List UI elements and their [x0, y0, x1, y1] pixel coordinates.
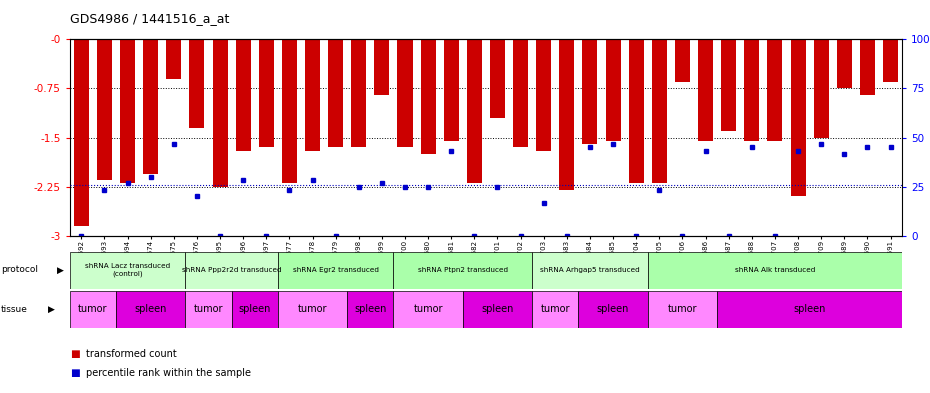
Bar [490, 39, 505, 118]
Text: tumor: tumor [413, 305, 443, 314]
Text: shRNA Lacz transduced
(control): shRNA Lacz transduced (control) [85, 263, 170, 277]
Bar [790, 39, 805, 197]
Bar [629, 39, 644, 184]
Bar [397, 39, 413, 147]
Text: tumor: tumor [540, 305, 570, 314]
Bar [232, 291, 278, 328]
Bar [97, 39, 112, 180]
Text: spleen: spleen [793, 305, 826, 314]
Bar [537, 39, 551, 151]
Text: GDS4986 / 1441516_a_at: GDS4986 / 1441516_a_at [70, 12, 229, 25]
Bar [70, 252, 185, 289]
Bar [648, 291, 717, 328]
Bar [721, 39, 737, 131]
Text: percentile rank within the sample: percentile rank within the sample [86, 368, 251, 378]
Bar [605, 39, 620, 141]
Bar [883, 39, 898, 82]
Bar [278, 291, 347, 328]
Bar [582, 39, 597, 144]
Bar [420, 39, 435, 154]
Bar [463, 291, 532, 328]
Bar [116, 291, 185, 328]
Bar [559, 39, 575, 190]
Bar [347, 291, 393, 328]
Text: shRNA Arhgap5 transduced: shRNA Arhgap5 transduced [540, 267, 640, 273]
Text: ▶: ▶ [57, 266, 63, 274]
Bar [73, 39, 89, 226]
Text: shRNA Ppp2r2d transduced: shRNA Ppp2r2d transduced [181, 267, 282, 273]
Bar [375, 39, 390, 95]
Text: tumor: tumor [668, 305, 698, 314]
Text: spleen: spleen [597, 305, 630, 314]
Bar [143, 39, 158, 174]
Text: tissue: tissue [1, 305, 28, 314]
Bar [744, 39, 759, 141]
Bar [166, 39, 181, 79]
Bar [393, 291, 463, 328]
Text: tumor: tumor [298, 305, 327, 314]
Bar [185, 291, 232, 328]
Bar [259, 39, 273, 147]
Text: tumor: tumor [193, 305, 223, 314]
Bar [698, 39, 713, 141]
Bar [513, 39, 528, 147]
Bar [648, 252, 902, 289]
Bar [185, 252, 278, 289]
Bar [652, 39, 667, 184]
Text: tumor: tumor [78, 305, 108, 314]
Bar [328, 39, 343, 147]
Text: transformed count: transformed count [86, 349, 178, 359]
Bar [278, 252, 393, 289]
Text: shRNA Egr2 transduced: shRNA Egr2 transduced [293, 267, 379, 273]
Bar [837, 39, 852, 88]
Bar [767, 39, 782, 141]
Bar [235, 39, 251, 151]
Text: spleen: spleen [482, 305, 513, 314]
Bar [190, 39, 205, 128]
Text: spleen: spleen [354, 305, 387, 314]
Text: ■: ■ [70, 349, 79, 359]
Text: shRNA Alk transduced: shRNA Alk transduced [735, 267, 815, 273]
Bar [467, 39, 482, 184]
Bar [860, 39, 875, 95]
Bar [393, 252, 532, 289]
Bar [578, 291, 648, 328]
Text: ■: ■ [70, 368, 79, 378]
Text: spleen: spleen [238, 305, 271, 314]
Bar [717, 291, 902, 328]
Text: shRNA Ptpn2 transduced: shRNA Ptpn2 transduced [418, 267, 508, 273]
Bar [675, 39, 690, 82]
Bar [213, 39, 228, 187]
Bar [305, 39, 320, 151]
Bar [70, 291, 116, 328]
Bar [532, 291, 578, 328]
Text: spleen: spleen [135, 305, 166, 314]
Bar [814, 39, 829, 138]
Text: protocol: protocol [1, 266, 38, 274]
Bar [532, 252, 648, 289]
Bar [282, 39, 297, 184]
Bar [444, 39, 458, 141]
Bar [352, 39, 366, 147]
Bar [120, 39, 135, 184]
Text: ▶: ▶ [48, 305, 55, 314]
